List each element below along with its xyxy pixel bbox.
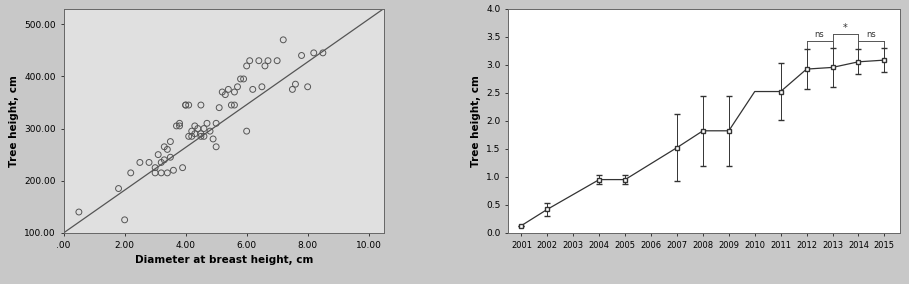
- Point: [160, 147, 175, 152]
- Point: [173, 124, 187, 128]
- Point: [209, 145, 224, 149]
- Point: [200, 121, 215, 126]
- Point: [221, 87, 235, 92]
- Point: [196, 134, 211, 139]
- Point: [288, 82, 303, 86]
- Point: [205, 137, 220, 141]
- Point: [203, 129, 217, 133]
- Point: [185, 134, 199, 139]
- Point: [157, 145, 172, 149]
- Point: [124, 171, 138, 175]
- Point: [187, 124, 202, 128]
- Point: [227, 90, 242, 94]
- Point: [191, 126, 205, 131]
- Point: [111, 186, 125, 191]
- Text: *: *: [843, 23, 848, 33]
- Point: [163, 155, 177, 160]
- Point: [295, 53, 309, 58]
- Point: [236, 77, 251, 81]
- Point: [239, 64, 254, 68]
- Point: [166, 168, 181, 173]
- Point: [178, 103, 193, 107]
- Point: [173, 121, 187, 126]
- Point: [218, 92, 233, 97]
- Point: [72, 210, 86, 214]
- Point: [194, 103, 208, 107]
- Point: [261, 59, 275, 63]
- Point: [230, 85, 245, 89]
- Point: [160, 171, 175, 175]
- Point: [209, 121, 224, 126]
- Point: [194, 131, 208, 136]
- Point: [245, 87, 260, 92]
- Point: [212, 105, 226, 110]
- Point: [178, 103, 193, 107]
- Point: [225, 103, 239, 107]
- Point: [215, 90, 229, 94]
- Point: [117, 218, 132, 222]
- Point: [157, 158, 172, 162]
- Point: [227, 103, 242, 107]
- Point: [182, 103, 196, 107]
- Point: [148, 165, 163, 170]
- Point: [151, 152, 165, 157]
- Point: [187, 131, 202, 136]
- Point: [306, 51, 321, 55]
- Point: [239, 129, 254, 133]
- Point: [163, 139, 177, 144]
- Point: [255, 85, 269, 89]
- Point: [194, 134, 208, 139]
- Point: [185, 129, 199, 133]
- Text: ns: ns: [866, 30, 876, 39]
- X-axis label: Diameter at breast height, cm: Diameter at breast height, cm: [135, 255, 313, 265]
- Point: [196, 126, 211, 131]
- Point: [169, 124, 184, 128]
- Point: [142, 160, 156, 165]
- Point: [154, 160, 168, 165]
- Point: [182, 134, 196, 139]
- Point: [257, 64, 272, 68]
- Point: [276, 37, 291, 42]
- Point: [270, 59, 285, 63]
- Text: ns: ns: [814, 30, 824, 39]
- Y-axis label: Tree height, cm: Tree height, cm: [471, 75, 481, 167]
- Y-axis label: Tree height, cm: Tree height, cm: [9, 75, 19, 167]
- Point: [285, 87, 300, 92]
- Point: [300, 85, 315, 89]
- Point: [133, 160, 147, 165]
- Point: [154, 171, 168, 175]
- Point: [148, 171, 163, 175]
- Point: [315, 51, 330, 55]
- Point: [243, 59, 257, 63]
- Point: [234, 77, 248, 81]
- Point: [252, 59, 266, 63]
- Point: [175, 165, 190, 170]
